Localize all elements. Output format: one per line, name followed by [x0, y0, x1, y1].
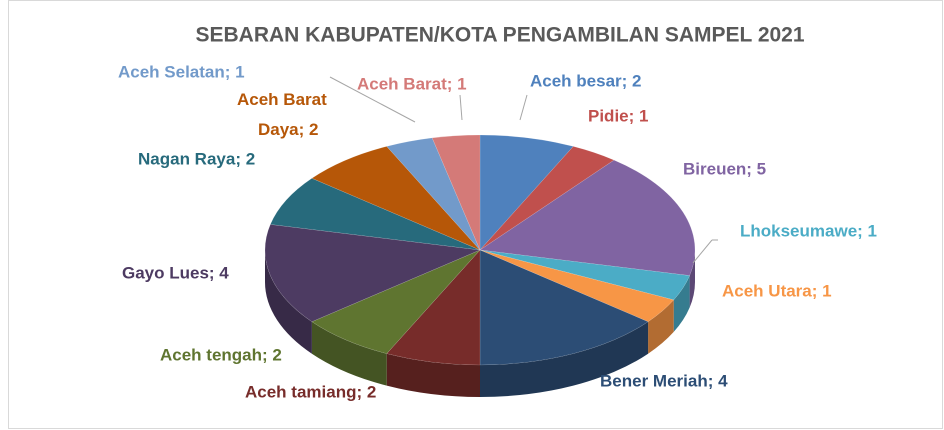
pie-slice [479, 134, 574, 251]
data-label: Aceh tamiang; 2 [245, 382, 376, 401]
pie-slice [479, 249, 649, 366]
pie-slice [479, 146, 615, 251]
pie-slice [311, 249, 481, 354]
data-label: Pidie; 1 [588, 106, 648, 125]
data-label: Nagan Raya; 2 [138, 149, 255, 168]
data-label: Aceh tengah; 2 [160, 345, 282, 364]
leader-line [519, 94, 528, 121]
data-label: Lhokseumawe; 1 [740, 221, 877, 240]
pie-side [673, 275, 690, 332]
pie-slice [270, 178, 481, 251]
pie-side [480, 321, 649, 397]
data-label: Gayo Lues; 4 [122, 263, 229, 282]
pie-slice [311, 146, 481, 251]
data-label: Aceh besar; 2 [530, 71, 642, 90]
data-label: Bireuen; 5 [683, 159, 766, 178]
leader-line [459, 94, 463, 121]
leader-line [329, 76, 416, 123]
pie-side [265, 250, 312, 354]
data-label: Aceh Selatan; 1 [118, 62, 245, 81]
pie-slice [264, 224, 481, 322]
data-label: Aceh Barat; 1 [357, 74, 467, 93]
data-label: Aceh Barat Daya; 2 [237, 90, 327, 139]
data-label: Bener Meriah; 4 [600, 371, 728, 390]
pie-slice [431, 134, 481, 251]
pie-side [386, 353, 480, 397]
pie-side [648, 299, 674, 354]
chart-title: SEBARAN KABUPATEN/KOTA PENGAMBILAN SAMPE… [195, 24, 804, 47]
pie-slice [386, 137, 481, 251]
pie-side [311, 321, 387, 386]
data-label: Aceh Utara; 1 [722, 281, 832, 300]
pie-slice [479, 249, 690, 301]
leader-line [692, 239, 713, 264]
label-line: Daya; 2 [258, 120, 318, 139]
label-line: Aceh Barat [237, 90, 327, 109]
pie-side [689, 250, 695, 308]
pie-slice [386, 249, 481, 366]
pie-slice [479, 249, 675, 322]
